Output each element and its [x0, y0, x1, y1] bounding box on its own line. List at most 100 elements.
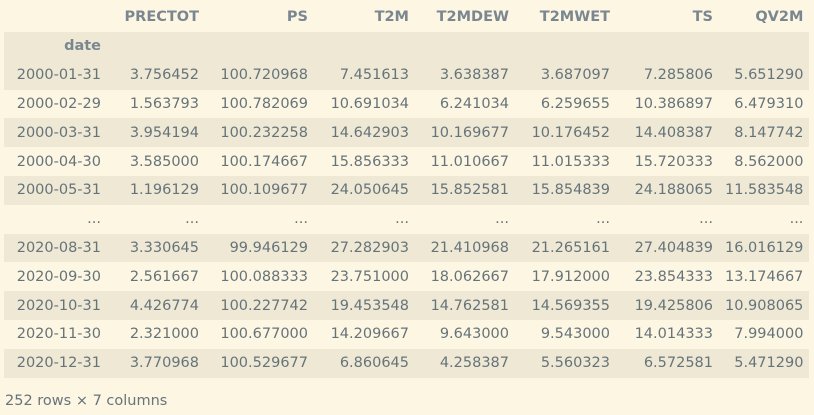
row-index: 2020-11-30 — [16, 326, 101, 343]
table-cell: 10.691034 — [330, 95, 409, 112]
row-index: 2020-12-31 — [16, 355, 101, 372]
table-cell: 14.209667 — [330, 326, 409, 343]
table-cell: 4.258387 — [439, 355, 509, 372]
row-index: 2020-10-31 — [16, 297, 101, 314]
table-cell: 21.410968 — [430, 239, 509, 256]
table-cell: 16.016129 — [725, 239, 804, 256]
column-header-row: PRECTOT PS T2M T2MDEW T2MWET TS QV2M — [4, 2, 809, 32]
table-cell: 100.529677 — [220, 355, 308, 372]
column-header: T2MWET — [539, 9, 610, 25]
table-cell: 24.188065 — [634, 182, 713, 199]
table-row: 2020-10-31 4.426774 100.227742 19.453548 14.… — [4, 291, 810, 320]
row-index: 2020-08-31 — [16, 239, 101, 256]
table-cell: 15.854839 — [531, 182, 610, 199]
table-cell: 14.408387 — [634, 124, 713, 141]
table-cell: 9.643000 — [439, 326, 509, 343]
table-cell: ... — [789, 211, 804, 228]
table-cell: 27.282903 — [330, 239, 409, 256]
table-cell: 6.241034 — [439, 95, 509, 112]
table-cell: 3.954194 — [129, 124, 199, 141]
dataframe-table: PRECTOT PS T2M T2MDEW T2MWET TS QV2M dat… — [4, 2, 810, 378]
table-cell: 8.147742 — [734, 124, 804, 141]
table-cell: 6.479310 — [734, 95, 804, 112]
table-row: 2020-11-30 2.321000 100.677000 14.209667 9.6… — [4, 319, 810, 349]
table-cell: 5.471290 — [734, 355, 804, 372]
table-cell: 6.259655 — [540, 95, 610, 112]
table-cell: 15.852581 — [430, 182, 509, 199]
table-row: 2020-08-31 3.330645 99.946129 27.282903 21.4… — [4, 233, 810, 263]
table-cell: 19.453548 — [330, 297, 409, 314]
table-cell: 100.174667 — [220, 153, 308, 170]
table-cell: 14.762581 — [430, 297, 509, 314]
table-cell: 23.854333 — [634, 268, 713, 285]
table-cell: ... — [596, 211, 610, 228]
table-cell: 8.562000 — [734, 153, 804, 170]
table-cell: 24.050645 — [330, 182, 409, 199]
table-cell: 11.015333 — [531, 153, 610, 170]
table-cell: 3.330645 — [129, 239, 199, 256]
column-header: PS — [286, 9, 308, 25]
table-body: 2000-01-31 3.756452 100.720968 7.451613 3.63… — [4, 60, 810, 378]
table-cell: ... — [185, 211, 199, 228]
column-header: T2MDEW — [436, 9, 509, 25]
table-cell: 100.088333 — [220, 268, 308, 285]
table-cell: 15.856333 — [330, 153, 409, 170]
table-cell: ... — [699, 211, 713, 228]
table-cell: 5.651290 — [734, 67, 804, 84]
table-cell: 14.642903 — [330, 124, 409, 141]
table-cell: 14.014333 — [634, 326, 713, 343]
table-row: 2020-12-31 3.770968 100.529677 6.860645 4.25… — [4, 348, 810, 378]
table-cell: 23.751000 — [330, 268, 409, 285]
table-cell: 100.720968 — [220, 67, 308, 84]
table-cell: 1.563793 — [129, 95, 199, 112]
table-cell: 19.425806 — [634, 297, 713, 314]
row-index: 2000-05-31 — [16, 182, 101, 199]
column-header: PRECTOT — [124, 9, 199, 25]
table-cell: ... — [395, 211, 409, 228]
index-name-row: date — [4, 32, 810, 61]
table-cell: 2.321000 — [129, 326, 199, 343]
table-cell: 7.451613 — [339, 67, 409, 84]
table-cell: 4.426774 — [129, 297, 199, 314]
table-row: 2000-03-31 3.954194 100.232258 14.642903 10.… — [4, 118, 810, 148]
table-cell: 6.860645 — [339, 355, 409, 372]
table-cell: 3.770968 — [129, 355, 199, 372]
row-index: 2000-02-29 — [16, 95, 101, 112]
table-row: 2000-05-31 1.196129 100.109677 24.050645 15.… — [4, 175, 810, 205]
row-index: 2000-04-30 — [16, 153, 101, 170]
row-index: 2000-01-31 — [16, 67, 101, 84]
index-name: date — [64, 38, 101, 55]
table-cell: 13.174667 — [725, 268, 804, 285]
table-cell: 100.782069 — [220, 95, 308, 112]
table-cell: 9.543000 — [540, 326, 610, 343]
table-cell: 3.585000 — [129, 153, 199, 170]
table-cell: 3.638387 — [439, 67, 509, 84]
table-cell: 10.908065 — [725, 297, 804, 314]
row-index: 2020-09-30 — [16, 268, 101, 285]
table-header: PRECTOT PS T2M T2MDEW T2MWET TS QV2M dat… — [4, 2, 810, 61]
table-row: 2020-09-30 2.561667 100.088333 23.751000 18.… — [4, 262, 810, 292]
table-cell: 11.583548 — [725, 182, 804, 199]
table-cell: 100.227742 — [220, 297, 308, 314]
table-row: 2000-02-29 1.563793 100.782069 10.691034 6.2… — [4, 89, 810, 119]
table-cell: 18.062667 — [430, 268, 509, 285]
table-cell: ... — [495, 211, 509, 228]
dataframe-shape: 252 rows × 7 columns — [5, 393, 168, 409]
row-index: ... — [87, 211, 101, 228]
column-header: TS — [692, 9, 713, 25]
table-cell: 21.265161 — [531, 239, 610, 256]
table-cell: 100.677000 — [220, 326, 308, 343]
table-cell: 3.756452 — [129, 67, 199, 84]
table-row: 2000-01-31 3.756452 100.720968 7.451613 3.63… — [4, 60, 810, 90]
table-cell: 10.176452 — [531, 124, 610, 141]
table-cell: 100.109677 — [220, 182, 308, 199]
table-cell: 6.572581 — [643, 355, 713, 372]
table-cell: 10.169677 — [430, 124, 509, 141]
table-cell: 14.569355 — [531, 297, 610, 314]
column-header-blank — [4, 2, 107, 32]
table-cell: 1.196129 — [129, 182, 199, 199]
table-cell: 15.720333 — [634, 153, 713, 170]
table-cell: 17.912000 — [531, 268, 610, 285]
column-header: QV2M — [755, 9, 804, 25]
